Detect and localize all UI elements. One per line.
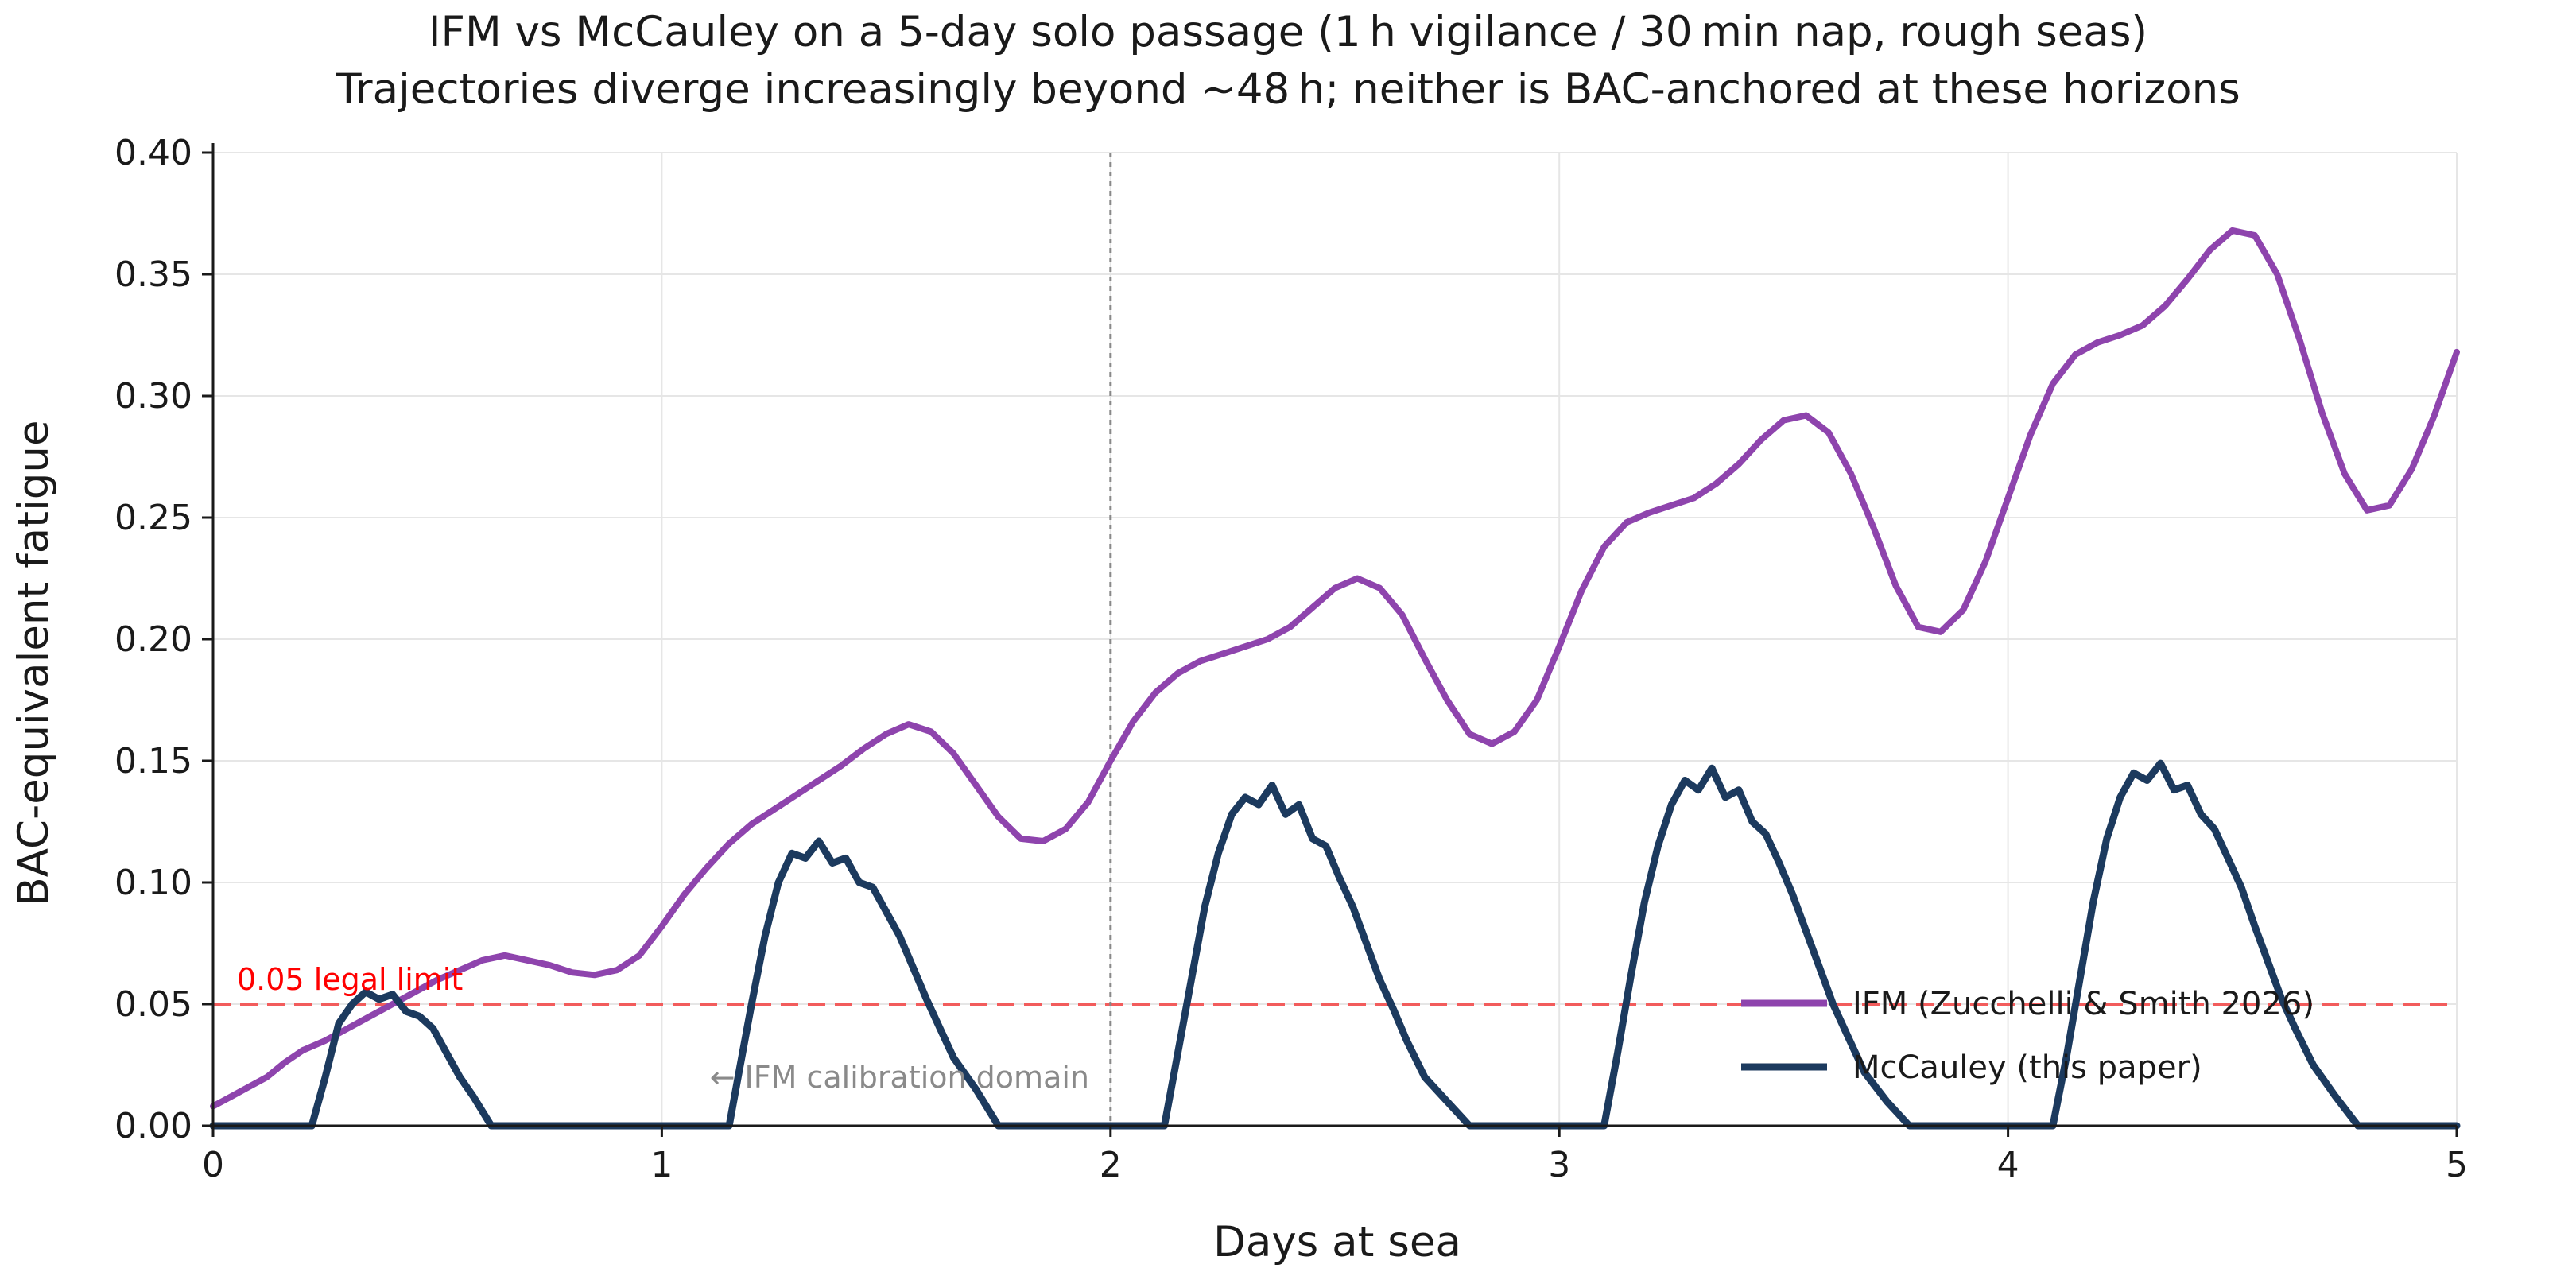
x-tick-label: 2 xyxy=(1100,1145,1122,1185)
axes xyxy=(211,143,2457,1127)
y-tick-label: 0.25 xyxy=(114,498,192,538)
x-tick-label: 4 xyxy=(1997,1145,2019,1185)
legend: IFM (Zucchelli & Smith 2026) McCauley (t… xyxy=(1741,986,2314,1086)
y-tick-label: 0.10 xyxy=(114,863,192,903)
tick-labels: 0 1 2 3 4 5 0.00 0.05 0.10 0.15 0.20 0.25 0.30 0.35 0.… xyxy=(114,133,2468,1185)
y-tick-label: 0.35 xyxy=(114,254,192,295)
series-line-ifm xyxy=(210,227,2460,1110)
series-line-mccauley xyxy=(209,759,2461,1130)
grid xyxy=(212,152,2458,1127)
legal-limit-label: 0.05 legal limit xyxy=(237,962,463,997)
y-tick-label: 0.00 xyxy=(114,1106,192,1146)
chart-subtitle: Trajectories diverge increasingly beyond… xyxy=(335,65,2240,114)
y-axis-label: BAC-equivalent fatigue xyxy=(10,420,58,906)
y-tick-label: 0.15 xyxy=(114,741,192,782)
x-tick-label: 3 xyxy=(1548,1145,1570,1185)
x-tick-label: 1 xyxy=(650,1145,673,1185)
legend-label-ifm: IFM (Zucchelli & Smith 2026) xyxy=(1852,986,2314,1022)
y-tick-label: 0.20 xyxy=(114,619,192,660)
y-tick-label: 0.30 xyxy=(114,376,192,417)
calibration-domain-annotation: ← IFM calibration domain xyxy=(710,1060,1089,1095)
x-axis-label: Days at sea xyxy=(1213,1218,1461,1266)
y-tick-label: 0.05 xyxy=(114,984,192,1025)
y-tick-label: 0.40 xyxy=(114,133,192,173)
legend-label-mccauley: McCauley (this paper) xyxy=(1852,1049,2202,1086)
chart-title: IFM vs McCauley on a 5-day solo passage … xyxy=(429,8,2147,56)
series-layer xyxy=(209,227,2461,1130)
x-tick-label: 5 xyxy=(2446,1145,2468,1185)
x-tick-label: 0 xyxy=(202,1145,224,1185)
